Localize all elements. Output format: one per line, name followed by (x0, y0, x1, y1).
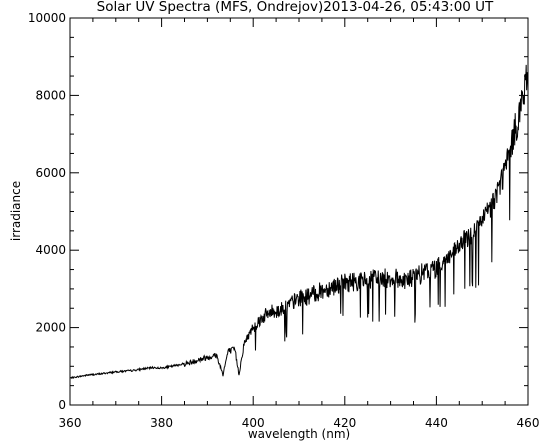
x-tick-label: 360 (59, 416, 82, 430)
y-axis-label: irradiance (9, 181, 23, 241)
y-tick-label: 4000 (35, 243, 66, 257)
y-tick-label: 0 (58, 398, 66, 412)
x-tick-label: 420 (333, 416, 356, 430)
chart-title: Solar UV Spectra (MFS, Ondrejov)2013-04-… (97, 0, 494, 15)
x-tick-label: 380 (150, 416, 173, 430)
axis-ticks (69, 17, 529, 406)
y-tick-label: 10000 (28, 11, 66, 25)
x-tick-label: 440 (425, 416, 448, 430)
plot-frame (69, 17, 529, 406)
x-axis-label: wavelength (nm) (248, 427, 350, 441)
y-tick-label: 8000 (35, 88, 66, 102)
x-tick-label: 400 (242, 416, 265, 430)
axis-tick-labels: 360 380 400 420 440 460 0 2000 4000 6000 8000 10000 (28, 11, 540, 430)
x-tick-label: 460 (517, 416, 540, 430)
y-tick-label: 6000 (35, 166, 66, 180)
y-tick-label: 2000 (35, 321, 66, 335)
irradiance-series-line (70, 64, 529, 380)
